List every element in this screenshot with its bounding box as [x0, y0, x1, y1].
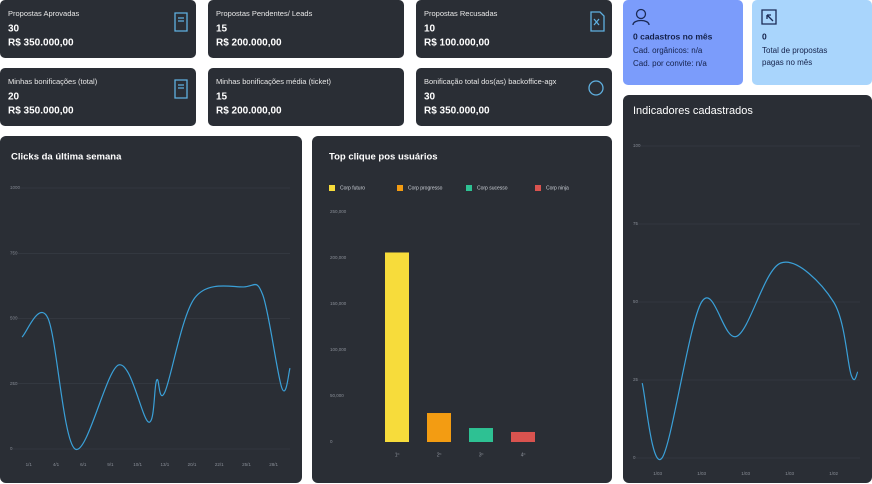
- card-title: Propostas Aprovadas: [8, 9, 80, 18]
- line: [21, 283, 291, 450]
- y-tick-label: 75: [633, 221, 639, 226]
- x-tick-label: 1/03: [741, 471, 750, 476]
- y-tick-label: 50,000: [330, 393, 344, 398]
- card-title: Minhas bonificações (total): [8, 77, 98, 86]
- stat-count: 0: [762, 31, 767, 41]
- y-tick-label: 0: [330, 439, 333, 444]
- legend-swatch: [397, 185, 403, 191]
- y-tick-label: 0: [10, 446, 13, 451]
- y-tick-label: 250,000: [330, 209, 347, 214]
- x-tick-label: 1º: [395, 452, 400, 458]
- card-amount: R$ 350.000,00: [8, 38, 74, 49]
- card: [416, 68, 612, 126]
- x-tick-label: 1/02: [829, 471, 838, 476]
- x-tick-label: 3º: [479, 452, 484, 458]
- y-tick-label: 250: [10, 381, 18, 386]
- x-tick-label: 6/1: [80, 462, 87, 467]
- card-title: Propostas Recusadas: [424, 9, 498, 18]
- stat-card: [752, 0, 872, 85]
- card: [208, 68, 404, 126]
- card-amount: R$ 200.000,00: [216, 38, 282, 49]
- icon: [174, 79, 188, 99]
- legend-swatch: [535, 185, 541, 191]
- x-tick-label: 20/1: [188, 462, 197, 467]
- legend-swatch: [466, 185, 472, 191]
- chart-panel: [0, 136, 302, 483]
- y-tick-label: 150,000: [330, 301, 347, 306]
- x-tick-label: 2º: [437, 452, 442, 458]
- x-tick-label: 1/1: [26, 462, 33, 467]
- stat-line: Cad. por convite: n/a: [633, 59, 707, 68]
- stat-title: 0 cadastros no mês: [633, 31, 713, 41]
- card-amount: R$ 350.000,00: [8, 106, 74, 117]
- icon: [588, 80, 604, 96]
- y-tick-label: 500: [10, 316, 18, 321]
- bar: [385, 252, 409, 442]
- card: [0, 0, 196, 58]
- bar: [427, 413, 451, 442]
- icon: [590, 11, 605, 32]
- card-count: 20: [8, 92, 20, 103]
- x-tick-label: 22/1: [215, 462, 224, 467]
- card: [0, 68, 196, 126]
- x-tick-label: 1/03: [653, 471, 662, 476]
- card-title: Minhas bonificações média (ticket): [216, 77, 332, 86]
- stat-card: [623, 0, 743, 85]
- card-amount: R$ 100.000,00: [424, 38, 490, 49]
- legend-label: Corp sucesso: [477, 185, 508, 191]
- card: [416, 0, 612, 58]
- chart-title: Top clique pos usuários: [329, 152, 438, 163]
- card-amount: R$ 350.000,00: [424, 106, 490, 117]
- legend-label: Corp ninja: [546, 185, 569, 191]
- x-tick-label: 1/03: [785, 471, 794, 476]
- x-tick-label: 4º: [521, 452, 526, 458]
- legend-label: Corp progresso: [408, 185, 443, 191]
- card-count: 15: [216, 24, 228, 35]
- x-tick-label: 4/1: [53, 462, 60, 467]
- y-tick-label: 50: [633, 299, 639, 304]
- x-tick-label: 1/03: [697, 471, 706, 476]
- card-count: 15: [216, 92, 228, 103]
- legend-label: Corp futuro: [340, 185, 365, 191]
- card: [208, 0, 404, 58]
- x-tick-label: 25/1: [242, 462, 251, 467]
- icons: [174, 8, 777, 99]
- y-tick-label: 100,000: [330, 347, 347, 352]
- card-count: 30: [8, 24, 20, 35]
- card-count: 10: [424, 24, 436, 35]
- bar: [511, 431, 535, 442]
- y-tick-label: 200,000: [330, 255, 347, 260]
- x-tick-label: 13/1: [160, 462, 169, 467]
- y-tick-label: 25: [633, 377, 639, 382]
- chart-title: Indicadores cadastrados: [633, 105, 753, 117]
- stat-line: Cad. orgânicos: n/a: [633, 46, 703, 55]
- line: [641, 261, 859, 461]
- bar: [469, 428, 493, 442]
- icon: [761, 9, 777, 25]
- card-amount: R$ 200.000,00: [216, 106, 282, 117]
- chart-title: Clicks da última semana: [11, 152, 122, 163]
- stat-label: Total de propostas pagas no mês: [762, 46, 827, 67]
- icon: [632, 19, 650, 26]
- card-title: Bonificação total dos(as) backoffice-agx: [424, 77, 557, 86]
- card-title: Propostas Pendentes/ Leads: [216, 9, 313, 18]
- card-count: 30: [424, 92, 436, 103]
- legend-swatch: [329, 185, 335, 191]
- x-tick-label: 9/1: [107, 462, 114, 467]
- y-tick-label: 750: [10, 250, 18, 255]
- y-tick-label: 100: [633, 143, 641, 148]
- y-tick-label: 1000: [10, 185, 21, 190]
- x-tick-label: 28/1: [269, 462, 278, 467]
- x-tick-label: 10/1: [133, 462, 142, 467]
- chart-panel: [623, 95, 872, 483]
- y-tick-label: 0: [633, 455, 636, 460]
- icon: [635, 8, 647, 20]
- icon: [174, 12, 188, 32]
